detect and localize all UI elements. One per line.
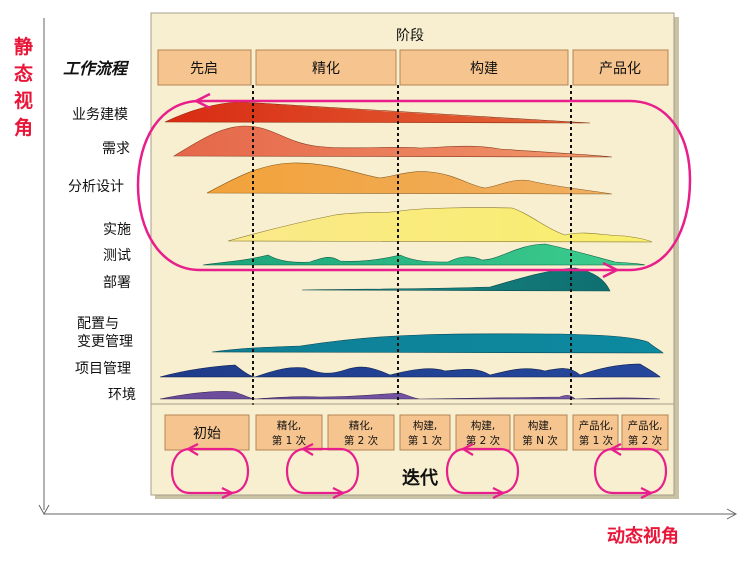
iteration-label: 第 2 次 bbox=[628, 434, 663, 447]
phase-label: 先启 bbox=[190, 61, 218, 77]
effort-curve-analysis-design bbox=[206, 162, 613, 195]
iteration-loop-icon bbox=[445, 447, 520, 495]
loop-arrow-icon bbox=[602, 261, 620, 279]
effort-curve-config-change bbox=[211, 333, 664, 354]
loop-arrow-icon bbox=[193, 92, 211, 110]
static-view-char: 视 bbox=[14, 89, 33, 112]
phase-box-inception bbox=[157, 49, 252, 86]
effort-curve-requirements bbox=[172, 125, 613, 158]
iteration-label: 第 2 次 bbox=[466, 434, 501, 447]
iteration-loop-icon bbox=[285, 447, 360, 495]
iteration-label: 产品化, bbox=[579, 419, 614, 432]
loop-arrow-icon bbox=[492, 487, 506, 499]
loop-arrow-icon bbox=[221, 487, 235, 499]
iteration-box bbox=[513, 414, 568, 451]
effort-curve-implementation bbox=[227, 207, 653, 243]
phase-box-elaboration bbox=[255, 49, 397, 86]
axis-arrow-icon bbox=[38, 504, 50, 516]
iteration-label: 第 2 次 bbox=[344, 434, 379, 447]
phase-label: 构建 bbox=[470, 61, 498, 77]
axis-arrow-icon bbox=[726, 508, 738, 520]
workflow-label: 测试 bbox=[103, 248, 131, 264]
loop-arrow-icon bbox=[640, 487, 654, 499]
loop-arrow-icon bbox=[185, 443, 199, 456]
workflow-header: 工作流程 bbox=[63, 59, 130, 78]
effort-curve-environment bbox=[159, 391, 661, 400]
iteration-label: 初始 bbox=[193, 425, 221, 442]
phase-title: 阶段 bbox=[396, 28, 424, 44]
dynamic-view-label: 动态视角 bbox=[607, 525, 679, 547]
workflow-label: 部署 bbox=[103, 275, 131, 291]
iteration-label: 构建, bbox=[471, 419, 495, 432]
workflow-label: 环境 bbox=[108, 387, 136, 403]
static-loop-icon bbox=[136, 99, 692, 272]
phase-box-construction bbox=[399, 49, 569, 86]
loop-arrow-icon bbox=[608, 443, 622, 456]
iteration-label: 第 1 次 bbox=[579, 434, 614, 447]
iteration-label: 构建, bbox=[528, 419, 552, 432]
workflow-label: 实施 bbox=[103, 222, 131, 238]
iteration-box bbox=[621, 414, 669, 451]
loop-arrow-icon bbox=[300, 443, 314, 456]
workflow-label: 项目管理 bbox=[75, 361, 131, 377]
iteration-title: 迭代 bbox=[402, 467, 438, 489]
static-view-char: 静 bbox=[14, 35, 33, 58]
iteration-label: 构建, bbox=[413, 419, 437, 432]
iteration-box bbox=[327, 414, 395, 451]
phase-label: 产品化 bbox=[599, 61, 641, 77]
workflow-label: 需求 bbox=[102, 141, 130, 157]
iteration-label: 精化, bbox=[349, 419, 373, 432]
static-view-char: 角 bbox=[14, 116, 33, 139]
workflow-label: 分析设计 bbox=[68, 179, 124, 195]
phase-box-transition bbox=[572, 49, 669, 86]
iteration-loop-icon bbox=[593, 447, 668, 495]
iteration-label: 第 1 次 bbox=[408, 434, 443, 447]
workflow-label: 配置与 bbox=[77, 316, 119, 332]
phase-label: 精化 bbox=[312, 61, 340, 77]
iteration-label: 产品化, bbox=[628, 419, 663, 432]
iteration-label: 第 1 次 bbox=[272, 434, 307, 447]
effort-curve-project-management bbox=[159, 363, 661, 378]
workflow-label: 变更管理 bbox=[77, 334, 133, 350]
iteration-box bbox=[399, 414, 451, 451]
iteration-box bbox=[572, 414, 619, 451]
effort-curve-deployment bbox=[301, 267, 611, 292]
iteration-label: 精化, bbox=[277, 419, 301, 432]
workflow-label: 业务建模 bbox=[72, 107, 128, 123]
effort-curve-test bbox=[202, 243, 646, 266]
loop-arrow-icon bbox=[332, 487, 346, 499]
iteration-box bbox=[455, 414, 511, 451]
static-view-char: 态 bbox=[14, 62, 33, 85]
iteration-box bbox=[164, 414, 250, 451]
loop-arrow-icon bbox=[460, 443, 474, 456]
iteration-label: 第 N 次 bbox=[522, 434, 558, 447]
